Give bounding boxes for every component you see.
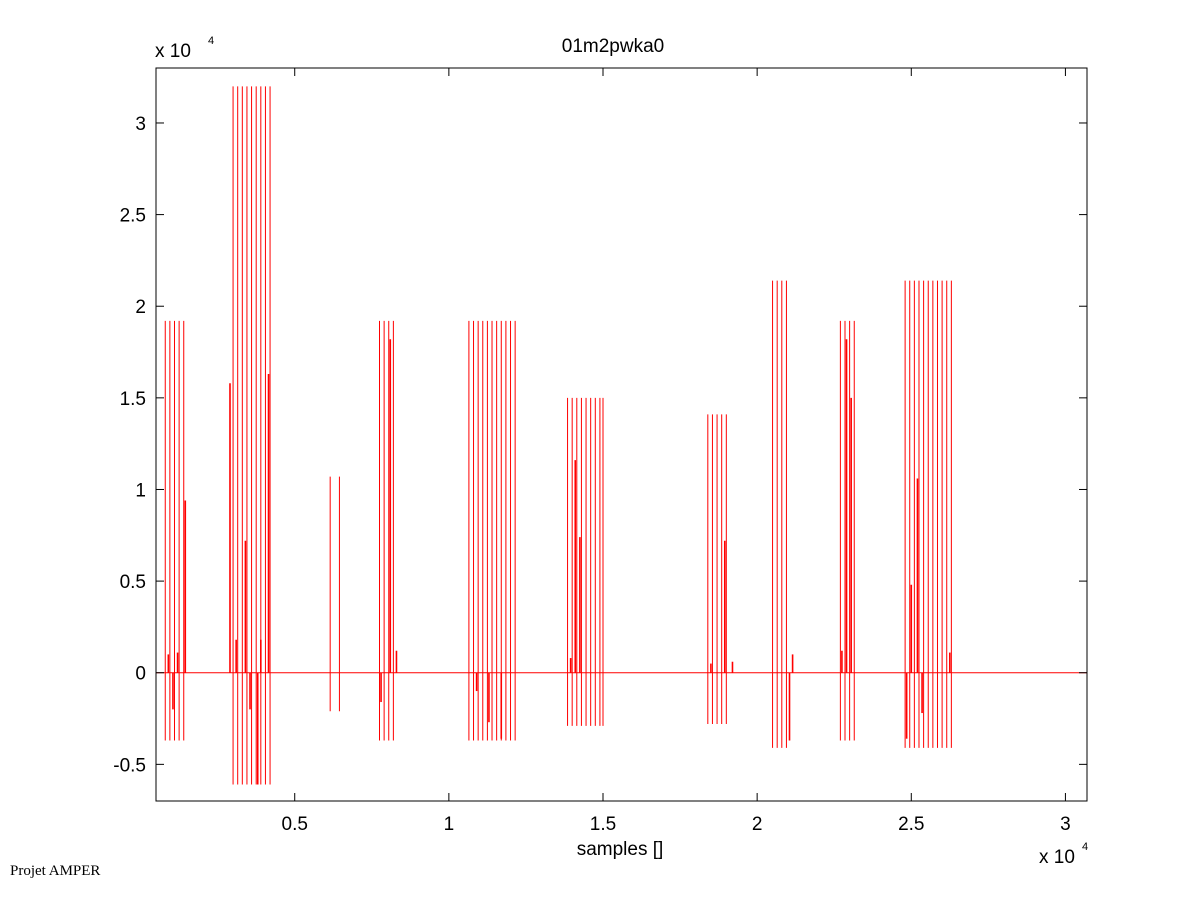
- x-multiplier: x 10: [1039, 847, 1075, 868]
- x-tick-label: 0.5: [282, 814, 308, 835]
- x-tick-label: 2.5: [898, 814, 924, 835]
- y-exponent: 4: [208, 35, 214, 47]
- y-tick-label: 2.5: [120, 206, 146, 227]
- y-axis: -0.5 0 0.5 1 1.5 2 2.5 3: [113, 114, 1087, 776]
- x-axis-label: samples []: [577, 839, 664, 860]
- x-exponent: 4: [1082, 841, 1088, 853]
- y-tick-label: 1.5: [120, 389, 146, 410]
- y-tick-label: -0.5: [113, 755, 146, 776]
- y-tick-label: 2: [135, 297, 146, 318]
- axes-box: [155, 67, 1088, 802]
- plot-area: -0.5 0 0.5 1 1.5 2 2.5 3 0.5 1 1.5 2 2.5 3: [113, 67, 1088, 835]
- footer-credit: Projet AMPER: [10, 863, 101, 879]
- y-tick-label: 1: [135, 480, 146, 501]
- x-tick-label: 1.5: [590, 814, 616, 835]
- chart-title: 01m2pwka0: [562, 36, 664, 57]
- data-marks: [156, 86, 1087, 785]
- x-tick-label: 1: [444, 814, 455, 835]
- y-tick-label: 0.5: [120, 572, 146, 593]
- y-tick-label: 3: [135, 114, 146, 135]
- x-tick-label: 3: [1060, 814, 1071, 835]
- y-tick-label: 0: [135, 664, 146, 685]
- x-axis: 0.5 1 1.5 2 2.5 3: [282, 68, 1071, 835]
- x-tick-label: 2: [752, 814, 763, 835]
- y-multiplier: x 10: [155, 41, 191, 62]
